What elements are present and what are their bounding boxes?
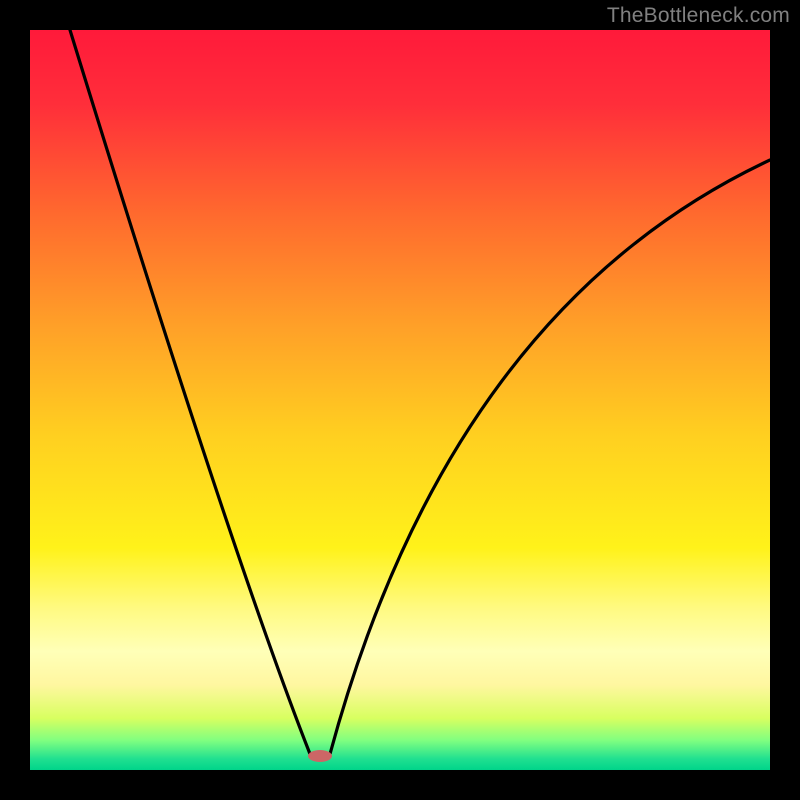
- chart-frame: TheBottleneck.com: [0, 0, 800, 800]
- gradient-background: [30, 30, 770, 770]
- minimum-marker: [308, 750, 332, 762]
- watermark-text: TheBottleneck.com: [607, 4, 790, 28]
- plot-area: [30, 30, 770, 770]
- plot-svg: [30, 30, 770, 770]
